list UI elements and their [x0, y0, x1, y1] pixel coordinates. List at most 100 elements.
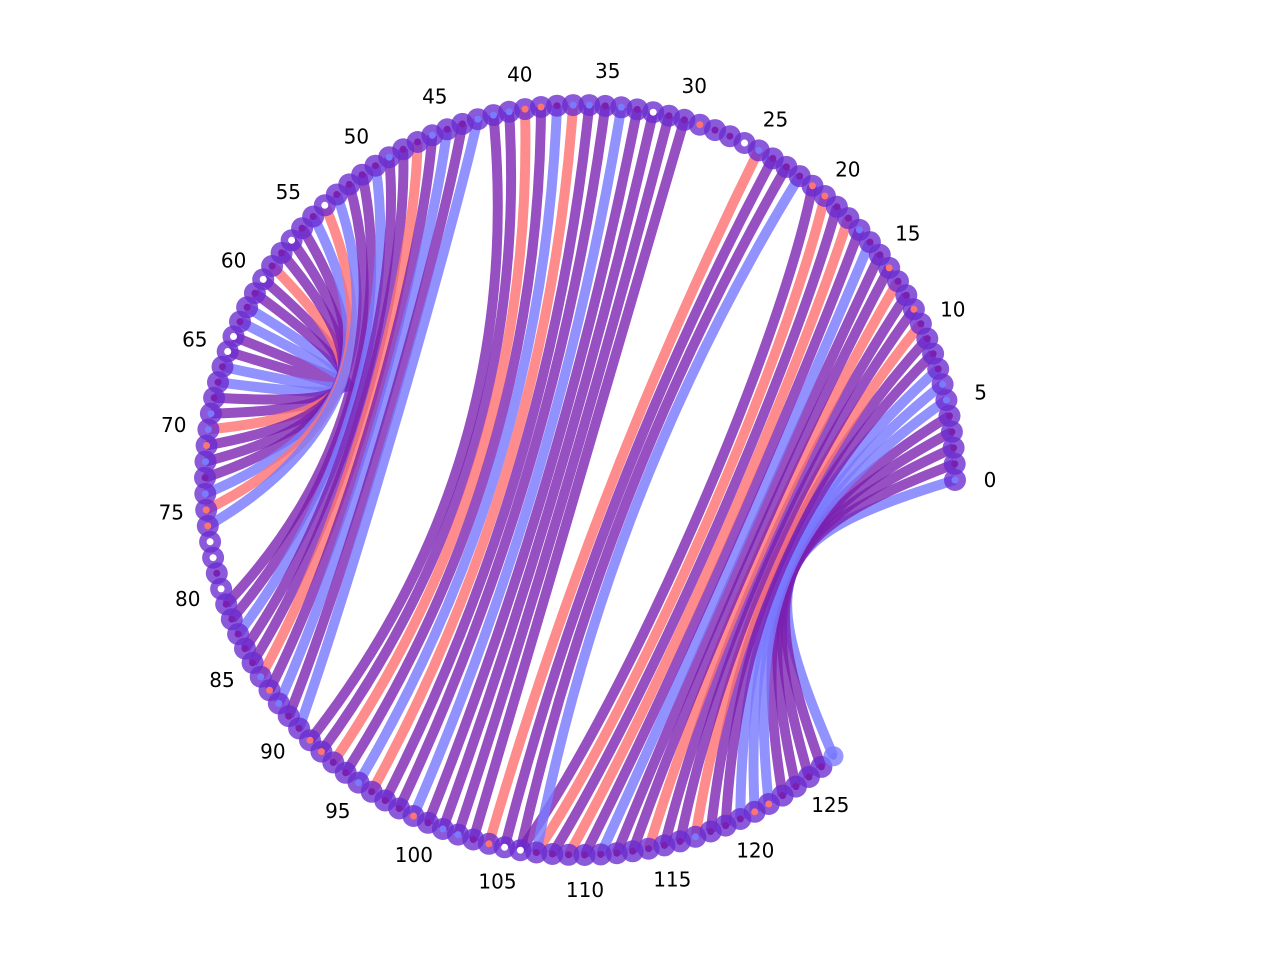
- node-74: [194, 482, 217, 505]
- node-center-marker: [288, 236, 296, 244]
- node-center-marker: [792, 783, 800, 791]
- node-center-marker: [885, 264, 893, 272]
- node-center-marker: [217, 585, 225, 593]
- node-center-marker: [942, 396, 950, 404]
- chord-24-105: [499, 156, 778, 849]
- chord-11-116: [675, 306, 918, 843]
- node-center-marker: [537, 103, 545, 111]
- node-center-marker: [355, 779, 362, 787]
- node-center-marker: [741, 139, 748, 147]
- node-center-marker: [796, 172, 804, 180]
- node-center-marker: [222, 600, 230, 608]
- node-73: [194, 466, 216, 489]
- node-center-marker: [910, 305, 918, 313]
- node-center-marker: [501, 843, 509, 851]
- node-center-marker: [629, 847, 637, 855]
- tick-label-45: 45: [422, 85, 447, 109]
- chord-39-94: [341, 106, 546, 776]
- node-center-marker: [329, 758, 337, 766]
- chord-44-89: [284, 123, 468, 718]
- node-center-marker: [410, 812, 417, 820]
- node-center-marker: [259, 275, 267, 283]
- node-center-marker: [805, 773, 813, 781]
- node-center-marker: [696, 121, 704, 129]
- node-center-marker: [298, 224, 306, 232]
- node-center-marker: [358, 171, 366, 179]
- node-center-marker: [268, 262, 276, 270]
- node-center-marker: [660, 841, 668, 849]
- node-center-marker: [711, 126, 719, 134]
- node-center-marker: [581, 851, 589, 859]
- tick-label-110: 110: [566, 878, 604, 902]
- chord-21-106: [516, 184, 818, 854]
- node-39: [530, 96, 552, 118]
- chord-25-104: [484, 148, 764, 846]
- node-center-marker: [224, 348, 232, 355]
- node-center-marker: [309, 213, 317, 220]
- node-center-marker: [210, 394, 218, 402]
- node-108: [541, 843, 564, 865]
- tick-label-105: 105: [478, 870, 516, 894]
- node-center-marker: [381, 797, 389, 804]
- node-center-marker: [532, 849, 540, 856]
- node-center-marker: [821, 192, 829, 200]
- chord-12-115: [659, 292, 911, 847]
- node-center-marker: [769, 154, 777, 162]
- node-112: [605, 842, 628, 865]
- node-center-marker: [285, 712, 293, 720]
- tick-label-20: 20: [835, 158, 860, 182]
- node-110: [573, 844, 596, 866]
- node-34: [610, 96, 633, 119]
- node-center-marker: [665, 112, 673, 120]
- tick-label-35: 35: [595, 59, 620, 83]
- chord-18-109: [564, 216, 854, 858]
- node-center-marker: [333, 191, 341, 198]
- node-center-marker: [855, 226, 863, 234]
- node-ring: [194, 94, 966, 866]
- node-center-marker: [219, 363, 226, 371]
- node-center-marker: [951, 476, 959, 484]
- node-center-marker: [691, 833, 699, 841]
- node-center-marker: [202, 458, 209, 466]
- node-center-marker: [214, 378, 222, 386]
- node-center-marker: [934, 365, 942, 373]
- chord-48-85: [248, 149, 409, 666]
- node-center-marker: [321, 201, 329, 209]
- node-center-marker: [939, 380, 947, 388]
- node-center-marker: [505, 108, 513, 116]
- tick-label-0: 0: [984, 468, 997, 492]
- chord-46-87: [265, 134, 438, 693]
- node-0: [944, 469, 966, 491]
- node-75: [195, 498, 218, 521]
- chord-13-114: [643, 278, 903, 851]
- node-center-marker: [722, 822, 730, 830]
- node-72: [194, 450, 217, 473]
- chord-43-90: [294, 118, 483, 731]
- node-center-marker: [923, 335, 931, 343]
- tick-label-55: 55: [276, 180, 301, 204]
- node-center-marker: [779, 792, 787, 800]
- tick-label-50: 50: [344, 124, 369, 148]
- node-109: [557, 843, 580, 866]
- node-center-marker: [565, 851, 572, 859]
- node-center-marker: [234, 630, 242, 638]
- chord-37-96: [367, 104, 579, 795]
- node-center-marker: [204, 426, 212, 433]
- node-center-marker: [372, 162, 379, 170]
- node-center-marker: [202, 506, 210, 514]
- node-center-marker: [707, 828, 715, 835]
- node-center-marker: [765, 800, 773, 808]
- tick-label-30: 30: [681, 74, 706, 98]
- node-center-marker: [414, 138, 422, 146]
- node-center-marker: [946, 412, 953, 420]
- node-center-marker: [266, 686, 273, 694]
- node-center-marker: [249, 659, 257, 667]
- node-center-marker: [201, 490, 209, 498]
- node-35: [594, 94, 617, 117]
- node-center-marker: [755, 146, 763, 154]
- tick-label-125: 125: [811, 793, 849, 817]
- chord-35-98: [394, 105, 611, 811]
- node-center-marker: [617, 103, 625, 111]
- tick-label-60: 60: [221, 249, 246, 273]
- node-center-marker: [569, 101, 577, 109]
